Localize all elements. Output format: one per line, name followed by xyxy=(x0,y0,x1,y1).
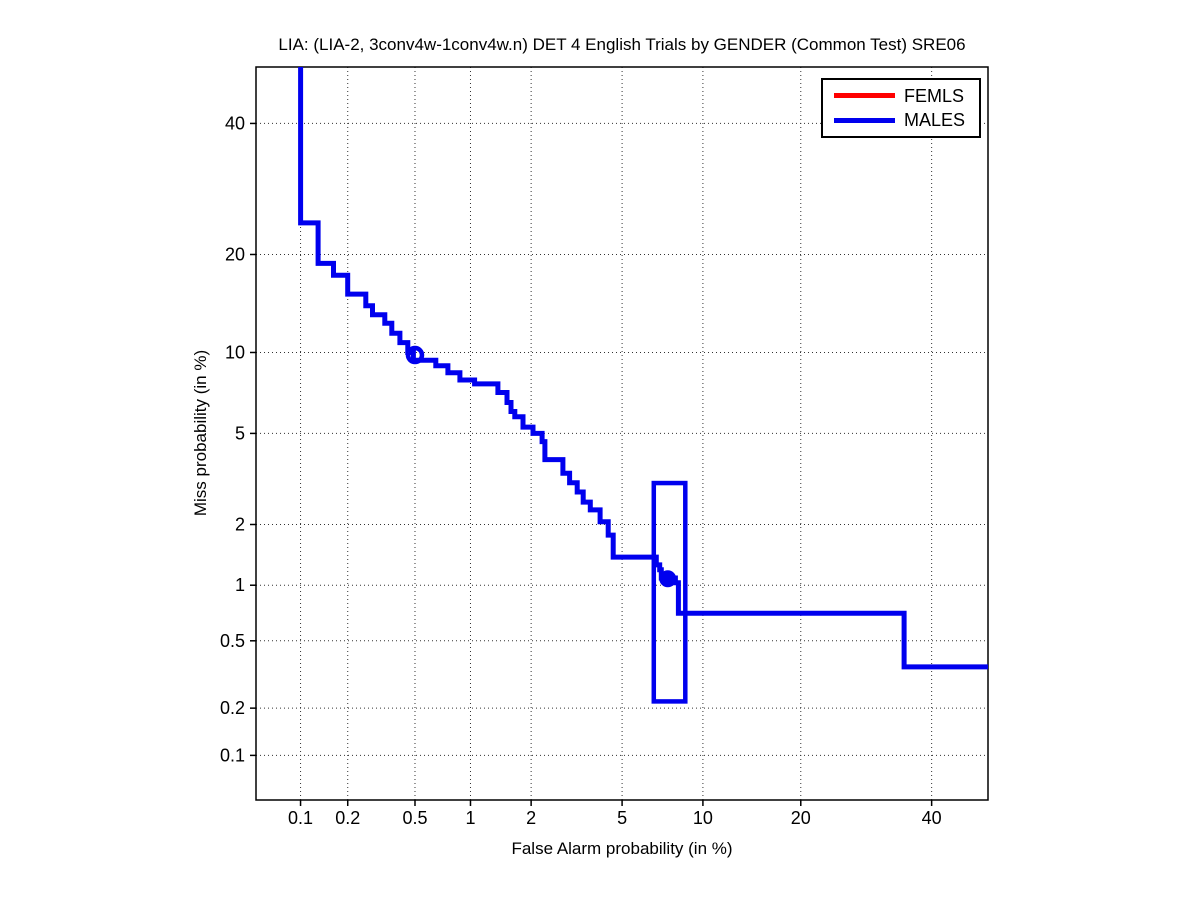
y-axis-label: Miss probability (in %) xyxy=(191,349,210,517)
filled-marker xyxy=(659,570,677,588)
legend: FEMLS MALES xyxy=(821,78,981,138)
axes-box xyxy=(255,66,989,801)
x-tick-label: 0.5 xyxy=(402,808,427,828)
y-tick-label: 40 xyxy=(225,113,245,133)
x-tick-label: 1 xyxy=(465,808,475,828)
x-tick-label: 0.1 xyxy=(288,808,313,828)
chart-title: LIA: (LIA-2, 3conv4w-1conv4w.n) DET 4 En… xyxy=(278,35,966,54)
y-tick-label: 10 xyxy=(225,342,245,362)
x-tick-label: 10 xyxy=(693,808,713,828)
y-tick-label: 0.5 xyxy=(220,631,245,651)
dcf-box-annotation xyxy=(651,480,688,704)
y-tick-label: 0.2 xyxy=(220,698,245,718)
y-tick-label: 1 xyxy=(235,575,245,595)
y-tick-label: 0.1 xyxy=(220,745,245,765)
x-axis-label: False Alarm probability (in %) xyxy=(511,839,733,858)
open-circle-marker xyxy=(405,345,425,365)
x-tick-label: 40 xyxy=(922,808,942,828)
x-tick-label: 0.2 xyxy=(335,808,360,828)
legend-label-males: MALES xyxy=(904,110,966,131)
x-tick-label: 2 xyxy=(526,808,536,828)
legend-entry-males: MALES xyxy=(823,111,979,129)
y-tick-label: 20 xyxy=(225,244,245,264)
x-tick-label: 20 xyxy=(791,808,811,828)
x-tick-label: 5 xyxy=(617,808,627,828)
legend-entry-femls: FEMLS xyxy=(823,87,979,105)
legend-label-femls: FEMLS xyxy=(904,85,965,106)
femls-line-swatch xyxy=(834,93,895,99)
y-tick-label: 5 xyxy=(235,423,245,443)
y-tick-label: 2 xyxy=(235,514,245,534)
males-det-curve xyxy=(298,67,988,670)
males-line-swatch xyxy=(834,117,895,123)
